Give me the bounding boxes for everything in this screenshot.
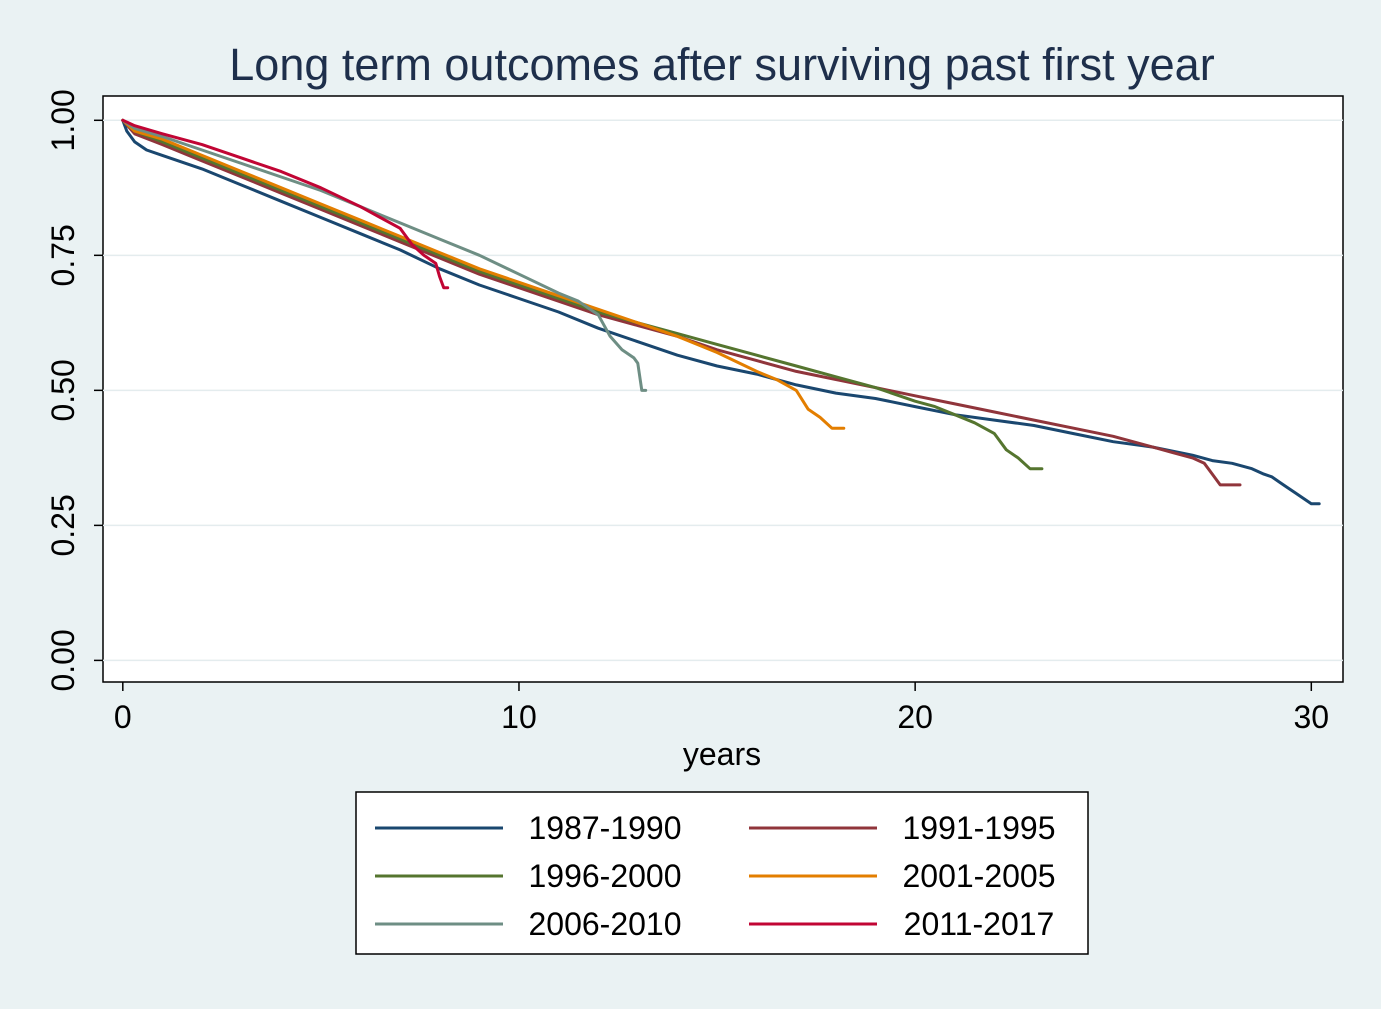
y-tick-label: 0.00: [45, 629, 81, 691]
chart-title: Long term outcomes after surviving past …: [229, 39, 1214, 90]
legend: 1987-1990 1991-1995 1996-2000 2001-2005 2006…: [355, 791, 1089, 955]
legend-label: 1996-2000: [528, 858, 681, 894]
series-lines: [121, 118, 1321, 506]
y-tick-label: 0.75: [45, 224, 81, 286]
gridlines: [103, 119, 1343, 662]
series-line: [121, 118, 1242, 487]
y-tick-label: 0.25: [45, 494, 81, 556]
series-line: [121, 118, 846, 430]
series-line: [121, 118, 1321, 506]
y-tick-label: 1.00: [45, 89, 81, 151]
x-axis-label: years: [683, 736, 761, 772]
legend-box: [355, 791, 1089, 955]
legend-label: 2011-2017: [904, 906, 1055, 942]
x-tick-label: 30: [1294, 699, 1330, 735]
plot-area: [102, 95, 1344, 683]
legend-label: 1987-1990: [528, 810, 681, 846]
series-line: [121, 118, 450, 290]
axes: 0.00 0.25 0.50 0.75 1.00 0 10 20 30: [45, 89, 1329, 735]
legend-label: 2001-2005: [902, 858, 1055, 894]
y-tick-label: 0.50: [45, 359, 81, 421]
x-tick-label: 10: [501, 699, 537, 735]
x-tick-label: 20: [897, 699, 933, 735]
legend-label: 1991-1995: [902, 810, 1055, 846]
legend-label: 2006-2010: [528, 906, 681, 942]
x-tick-label: 0: [114, 699, 132, 735]
series-line: [121, 118, 648, 392]
